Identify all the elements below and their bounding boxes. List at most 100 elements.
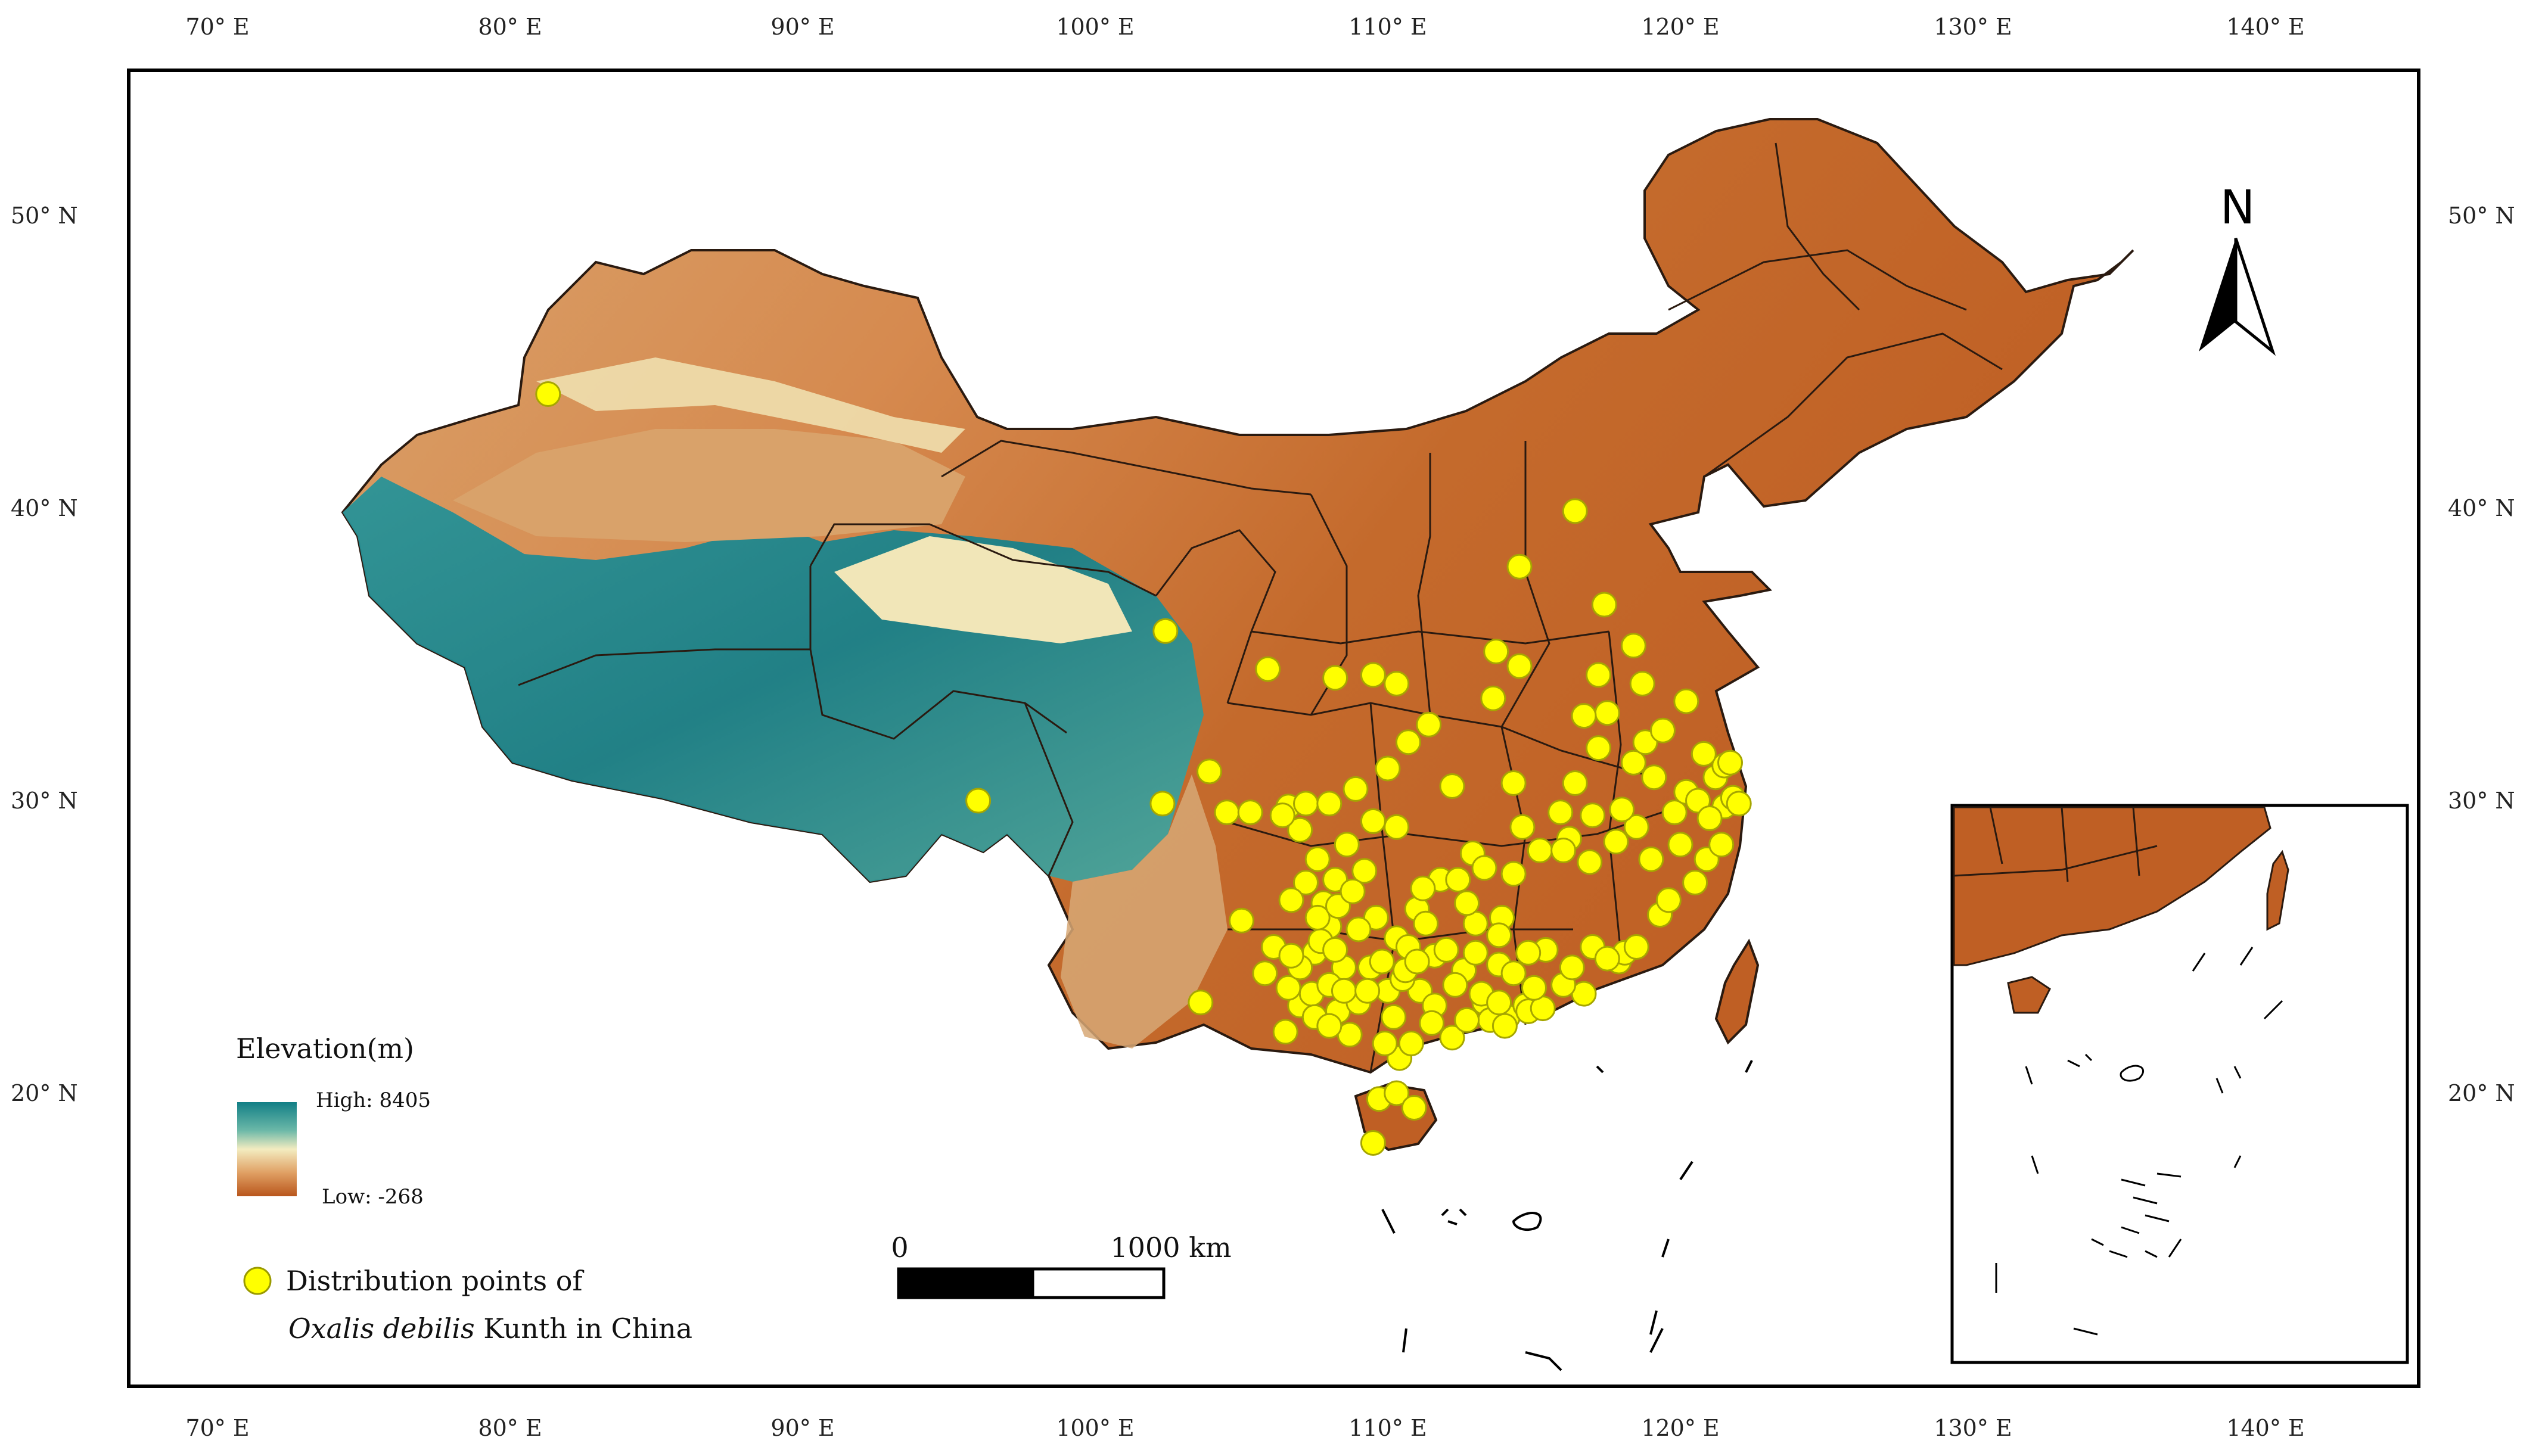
distribution-point (1419, 1010, 1445, 1036)
legend-low-label: Low: -268 (322, 1185, 424, 1209)
distribution-point (1454, 1007, 1480, 1033)
distribution-point (1197, 758, 1222, 785)
distribution-point (1462, 939, 1489, 966)
y-tick-left: 20° N (11, 1080, 78, 1106)
distribution-point (1580, 802, 1606, 829)
distribution-point (1655, 887, 1682, 913)
x-tick-bottom: 100° E (1056, 1415, 1134, 1441)
y-ticks-left: 50° N 40° N 30° N 20° N (11, 203, 78, 1106)
points-label-line1: Distribution points of (286, 1265, 584, 1297)
distribution-point (1506, 653, 1533, 679)
distribution-point (1445, 867, 1471, 893)
distribution-point (1454, 890, 1480, 916)
distribution-point (1586, 662, 1611, 688)
distribution-point (1351, 858, 1378, 884)
distribution-point (1620, 749, 1646, 776)
x-tick-top: 90° E (770, 14, 834, 40)
distribution-point (1410, 875, 1436, 901)
distribution-point (1480, 685, 1506, 711)
distribution-point (1322, 937, 1348, 963)
distribution-point (1708, 832, 1735, 858)
x-tick-top: 140° E (2226, 14, 2304, 40)
distribution-point (1603, 829, 1629, 855)
distribution-point (1152, 618, 1179, 644)
elevation-gradient-bar (237, 1102, 297, 1196)
distribution-point (1395, 729, 1421, 755)
x-ticks-top: 70° E 80° E 90° E 100° E 110° E 120° E 1… (185, 14, 2304, 40)
points-label-line2: Oxalis debilis Kunth in China (288, 1312, 692, 1345)
x-tick-bottom: 110° E (1348, 1415, 1427, 1441)
distribution-point (1269, 802, 1295, 829)
distribution-point (1483, 639, 1509, 665)
distribution-point (1404, 948, 1430, 975)
distribution-point (1594, 700, 1620, 726)
distribution-point (1398, 1031, 1424, 1056)
y-tick-right: 20° N (2448, 1080, 2515, 1106)
distribution-point (1237, 799, 1263, 826)
distribution-point (1586, 735, 1611, 761)
distribution-point (1562, 770, 1588, 796)
north-arrow-icon: N (2199, 181, 2276, 356)
y-tick-right: 40° N (2448, 495, 2515, 521)
scale-zero: 0 (891, 1231, 908, 1264)
southwest-highland (1061, 774, 1228, 1049)
distribution-point (1562, 498, 1588, 524)
distribution-point (1661, 799, 1688, 826)
north-label: N (2220, 181, 2255, 235)
distribution-point (1381, 1004, 1407, 1030)
distribution-point (1334, 832, 1360, 858)
x-tick-top: 80° E (478, 14, 542, 40)
distribution-point (1343, 776, 1369, 802)
distribution-point (1632, 729, 1658, 755)
distribution-point (1304, 904, 1331, 931)
distribution-point (1682, 870, 1708, 895)
distribution-point (1620, 633, 1646, 659)
distribution-point (1433, 937, 1459, 963)
y-tick-right: 30° N (2448, 788, 2515, 814)
x-tick-bottom: 70° E (185, 1415, 249, 1441)
point-legend-marker (243, 1267, 272, 1295)
x-tick-top: 120° E (1641, 14, 1719, 40)
distribution-point (1272, 1019, 1298, 1045)
distribution-point (1149, 791, 1176, 817)
distribution-point (1685, 788, 1711, 814)
distribution-point (1629, 671, 1655, 697)
distribution-point (1509, 814, 1536, 840)
legend-high-label: High: 8405 (316, 1088, 431, 1112)
distribution-point (1293, 870, 1319, 895)
distribution-point (1559, 954, 1585, 981)
distribution-point (1363, 904, 1389, 931)
distribution-point (1384, 1080, 1410, 1106)
distribution-point (1717, 749, 1743, 776)
distribution-point (1229, 907, 1254, 934)
legend-title: Elevation(m) (236, 1032, 414, 1065)
distribution-point (1252, 960, 1278, 987)
distribution-point (1515, 939, 1542, 966)
taiwan-island (1714, 938, 1760, 1045)
distribution-point (1287, 817, 1313, 843)
elevation-legend: Elevation(m) High: 8405 Low: -268 (236, 1032, 431, 1209)
x-tick-bottom: 80° E (478, 1415, 542, 1441)
distribution-point (965, 788, 992, 814)
distribution-point (1673, 688, 1699, 714)
distribution-point (1667, 832, 1693, 858)
y-tick-left: 30° N (11, 788, 78, 814)
distribution-point (1255, 656, 1281, 682)
x-tick-top: 130° E (1934, 14, 2012, 40)
distribution-point (1369, 948, 1395, 975)
y-tick-left: 40° N (11, 495, 78, 521)
distribution-point (1439, 773, 1465, 799)
distribution-point (1214, 799, 1240, 826)
distribution-point (1442, 972, 1468, 998)
distribution-point (1322, 665, 1348, 691)
distribution-point (1696, 805, 1723, 831)
distribution-point (1500, 770, 1527, 796)
distribution-point (1471, 855, 1497, 881)
distribution-point (1591, 592, 1617, 618)
distribution-point (1384, 671, 1410, 697)
distribution-point (1726, 791, 1752, 817)
distribution-point (1527, 838, 1553, 863)
distribution-point (535, 381, 561, 407)
distribution-point (1486, 922, 1512, 948)
tarim-basin (453, 429, 965, 542)
